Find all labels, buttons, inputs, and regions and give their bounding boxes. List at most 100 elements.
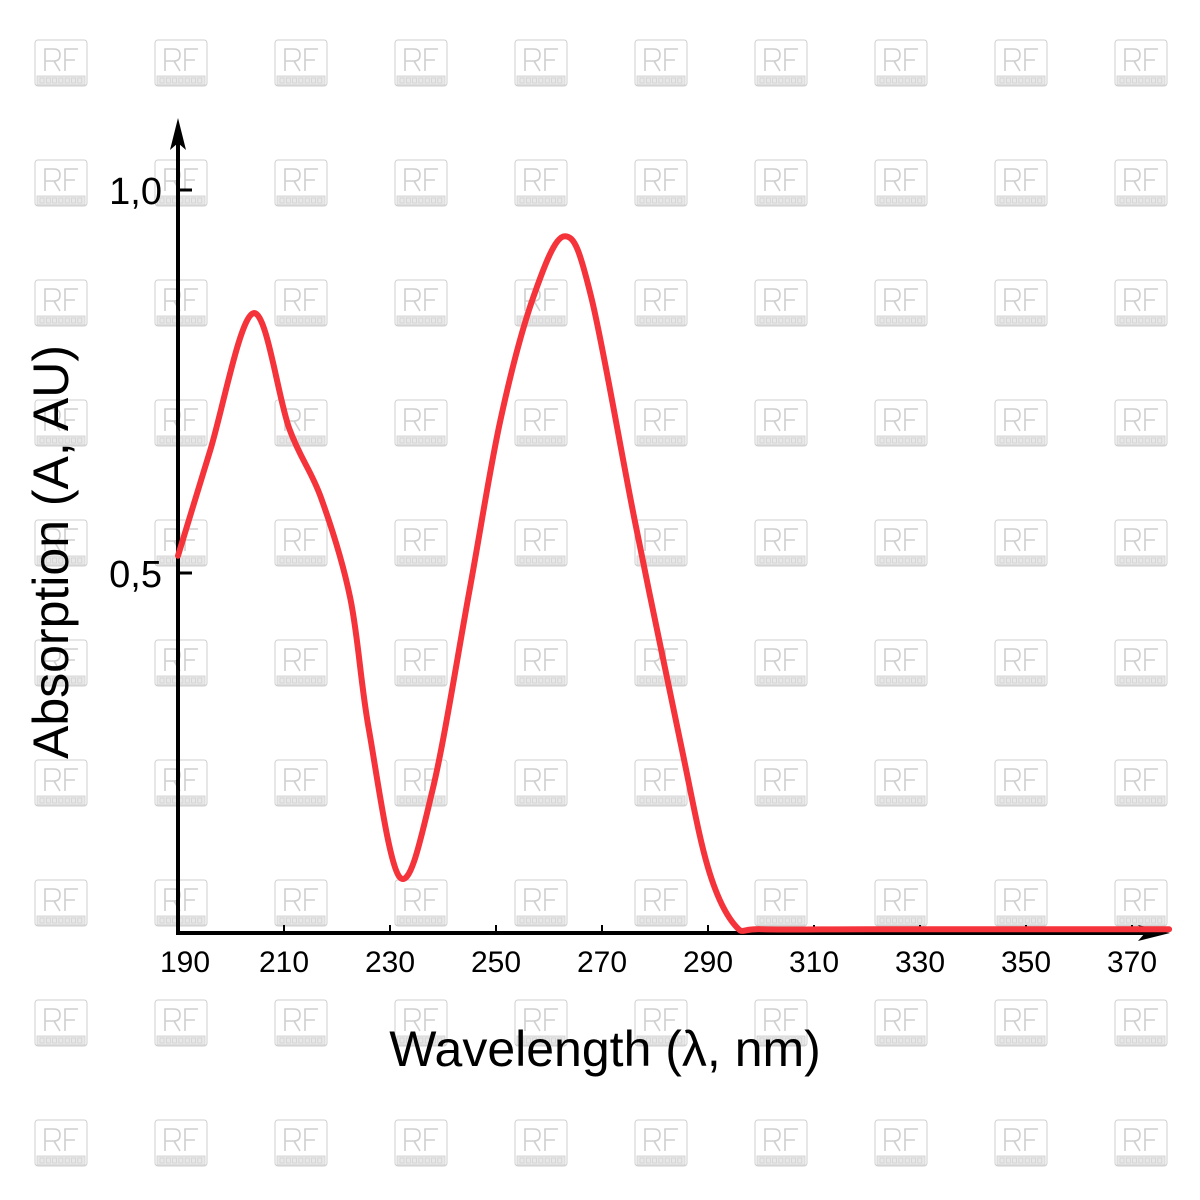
x-tick-label: 370 [1107,946,1157,979]
watermark-tile [34,1119,88,1167]
watermark-tile [994,279,1048,327]
watermark-tile [514,519,568,567]
watermark-tile [34,639,88,687]
watermark-tile [154,279,208,327]
watermark-tile [994,39,1048,87]
watermark-tile [514,999,568,1047]
watermark-tile [754,159,808,207]
watermark-tile [274,519,328,567]
watermark-tile [154,999,208,1047]
watermark-tile [1114,399,1168,447]
watermark-tile [994,399,1048,447]
watermark-tile [634,999,688,1047]
watermark-tile [274,399,328,447]
x-tick-label: 330 [895,946,945,979]
watermark-tile [754,879,808,927]
y-tick-label: 1,0 [109,171,162,213]
x-axis-title: Wavelength (λ, nm) [389,1021,821,1077]
watermark-tile [154,39,208,87]
watermark-tile [154,159,208,207]
watermark-tile [994,519,1048,567]
x-tick-label: 290 [683,946,733,979]
watermark-tile [394,279,448,327]
watermark-tile [34,399,88,447]
watermark-tile [394,999,448,1047]
x-tick-label: 210 [259,946,309,979]
watermark-tile [874,639,928,687]
watermark-tile [274,39,328,87]
x-tick-label: 250 [471,946,521,979]
watermark-tile [994,159,1048,207]
watermark-tile [514,159,568,207]
watermark-tile [634,159,688,207]
watermark-tile [394,39,448,87]
watermark-tile [34,879,88,927]
watermark-tile [634,519,688,567]
watermark-tile [514,639,568,687]
watermark-tile [274,159,328,207]
watermark-tile [154,639,208,687]
watermark-tile [874,999,928,1047]
watermark-tile [874,759,928,807]
watermark-grid [34,39,1168,1167]
watermark-tile [274,639,328,687]
watermark-tile [514,399,568,447]
x-tick-label: 350 [1001,946,1051,979]
watermark-tile [154,759,208,807]
watermark-tile [634,879,688,927]
watermark-tile [514,39,568,87]
absorption-curve [175,233,1173,934]
watermark-tile [274,1119,328,1167]
watermark-tile [394,1119,448,1167]
x-tick-label: 230 [365,946,415,979]
x-tick-label: 270 [577,946,627,979]
watermark-tile [754,39,808,87]
watermark-tile [634,759,688,807]
watermark-tile [514,759,568,807]
watermark-tile [34,159,88,207]
watermark-tile [34,519,88,567]
watermark-tile [394,159,448,207]
watermark-tile [874,159,928,207]
y-axis-title: Absorption (A, AU) [23,345,79,759]
watermark-tile [874,39,928,87]
watermark-tile [1114,999,1168,1047]
watermark-tile [634,39,688,87]
watermark-tile [394,879,448,927]
watermark-tile [754,999,808,1047]
watermark-tile [754,759,808,807]
watermark-tile [874,519,928,567]
watermark-tile [754,639,808,687]
watermark-tile [514,279,568,327]
watermark-tile [994,639,1048,687]
watermark-tile [514,879,568,927]
watermark-tile [154,519,208,567]
watermark-tile [154,399,208,447]
watermark-tile [994,999,1048,1047]
watermark-tile [874,279,928,327]
watermark-tile [154,1119,208,1167]
watermark-tile [394,639,448,687]
watermark-tile [1114,639,1168,687]
watermark-tile [394,519,448,567]
watermark-tile [1114,39,1168,87]
watermark-tile [634,399,688,447]
y-axis-arrow [170,118,186,150]
watermark-tile [154,879,208,927]
watermark-tile [394,759,448,807]
watermark-tile [1114,279,1168,327]
watermark-tile [1114,159,1168,207]
watermark-tile [874,399,928,447]
watermark-tile [754,399,808,447]
ticks: 190 210 230 250 270 290 310 330 350 370 0,5 1,0 [109,171,1157,979]
watermark-tile [754,1119,808,1167]
watermark-tile [274,879,328,927]
watermark-tile [634,1119,688,1167]
watermark-tile [754,519,808,567]
watermark-tile [274,279,328,327]
watermark-tile [34,759,88,807]
watermark-tile [874,879,928,927]
x-tick-label: 310 [789,946,839,979]
watermark-tile [1114,1119,1168,1167]
watermark-tile [1114,759,1168,807]
